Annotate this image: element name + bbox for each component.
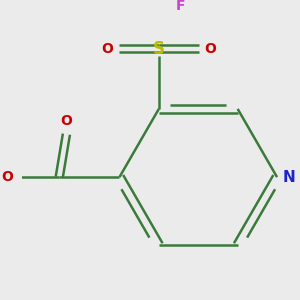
Text: S: S <box>153 40 165 58</box>
Text: N: N <box>283 170 296 185</box>
Text: O: O <box>2 170 14 184</box>
Text: O: O <box>205 42 217 56</box>
Text: F: F <box>176 0 185 13</box>
Text: O: O <box>101 42 113 56</box>
Text: O: O <box>61 114 72 128</box>
